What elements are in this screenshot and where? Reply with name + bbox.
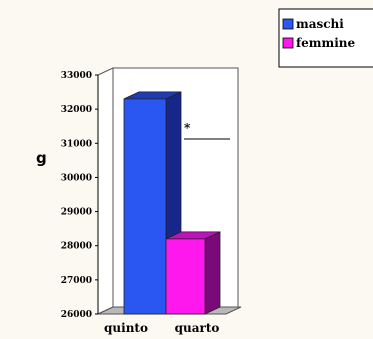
y-tick-label: 27000 <box>61 276 92 286</box>
back-wall <box>97 67 114 315</box>
legend-label-maschi: maschi <box>296 17 344 31</box>
y-tick-label: 31000 <box>61 139 92 149</box>
y-tick-label: 33000 <box>61 71 92 81</box>
y-tick-label: 28000 <box>61 242 92 252</box>
y-tick-label: 29000 <box>61 208 92 218</box>
legend-swatch-femmine <box>282 37 294 49</box>
category-label-quinto: quinto <box>104 321 148 335</box>
bar-side <box>204 231 221 315</box>
legend-label-femmine: femmine <box>296 36 355 50</box>
y-ticks: 26000 27000 28000 29000 30000 31000 32000 33000 <box>61 71 98 320</box>
y-axis-label: g <box>36 149 47 167</box>
y-tick-label: 32000 <box>61 105 92 115</box>
bar-femmine <box>165 231 221 315</box>
category-labels: quinto quarto <box>104 321 219 335</box>
legend-box <box>278 8 373 68</box>
bar-front <box>123 98 167 315</box>
y-tick-label: 30000 <box>61 173 92 183</box>
category-label-quarto: quarto <box>175 321 220 335</box>
legend-swatch-maschi <box>282 18 294 30</box>
bar-front <box>165 238 206 315</box>
legend: maschi femmine <box>278 8 373 68</box>
significance-asterisk: * <box>184 121 191 135</box>
y-tick-label: 26000 <box>61 310 92 320</box>
bars <box>123 91 221 315</box>
